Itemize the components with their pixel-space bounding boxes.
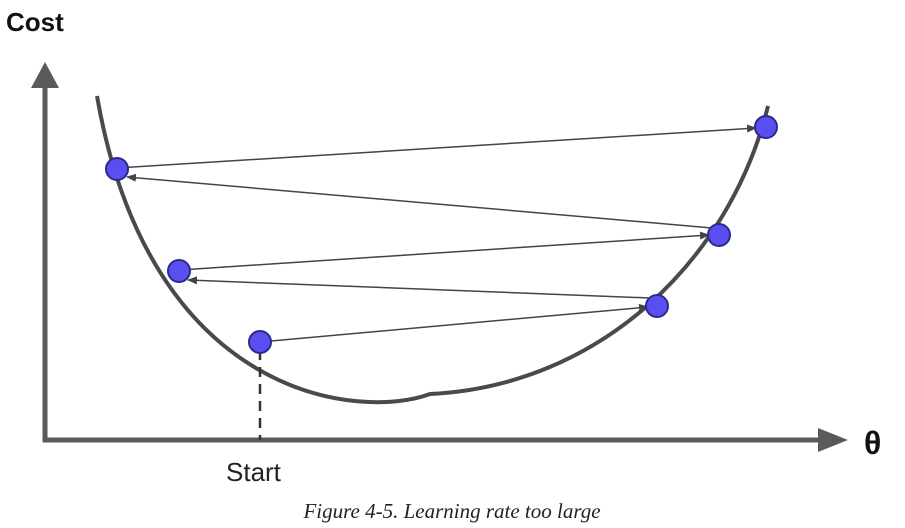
step-point-start <box>248 330 272 354</box>
step-arrow <box>259 303 649 343</box>
step-point-4 <box>707 223 731 247</box>
axes <box>31 62 848 452</box>
cost-curve <box>95 95 770 405</box>
step-point-3 <box>167 259 191 283</box>
y-axis-label: Cost <box>6 7 64 37</box>
y-axis-arrowhead <box>31 62 59 88</box>
x-axis-label: θ <box>864 425 881 461</box>
step-arrow <box>117 124 757 169</box>
step-point-5 <box>105 157 129 181</box>
step-arrow <box>187 276 651 299</box>
step-arrow <box>179 231 710 271</box>
start-label: Start <box>226 457 282 487</box>
step-point-2 <box>645 294 669 318</box>
gradient-steps <box>117 124 757 343</box>
step-arrow <box>126 173 713 229</box>
step-points <box>105 115 778 354</box>
x-axis-arrowhead <box>818 428 848 452</box>
step-point-6 <box>754 115 778 139</box>
figure-caption: Figure 4-5. Learning rate too large <box>302 499 600 523</box>
